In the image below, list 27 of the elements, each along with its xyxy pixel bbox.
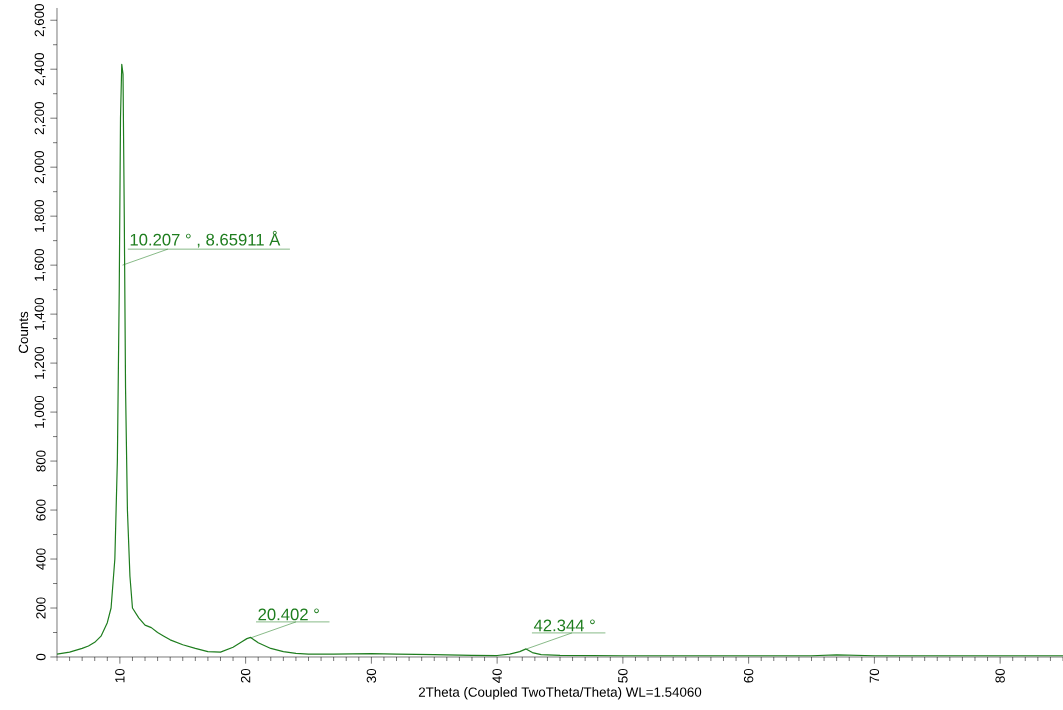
y-tick-label: 400 [36, 548, 46, 570]
x-tick-label: 60 [743, 668, 754, 683]
x-tick-label: 30 [366, 668, 377, 683]
y-tick-label: 800 [36, 450, 46, 472]
y-tick-label: 2,200 [34, 102, 46, 135]
y-tick-label: 200 [36, 597, 46, 619]
y-tick-label: 1,800 [34, 200, 46, 232]
y-tick-label: 1,200 [34, 346, 46, 379]
y-tick-label: 2,600 [34, 4, 46, 37]
y-tick-label: 1,600 [34, 248, 46, 281]
x-tick-label: 70 [869, 668, 880, 683]
x-tick-label: 20 [240, 668, 251, 683]
y-axis-title: Counts [18, 311, 29, 353]
x-axis-title: 2Theta (Coupled TwoTheta/Theta) WL=1.54060 [418, 687, 702, 700]
y-tick-label: 1,000 [34, 395, 46, 428]
y-tick-label: 1,400 [34, 297, 46, 330]
annotation: 20.402 ° [258, 608, 319, 621]
x-tick-label: 80 [995, 668, 1005, 683]
x-tick-label: 40 [492, 668, 502, 683]
x-tick-label: 10 [115, 668, 125, 683]
y-tick-label: 600 [36, 499, 46, 521]
y-tick-label: 0 [36, 653, 46, 661]
annotation: 10.207 ° , 8.65911 Å [130, 230, 281, 248]
x-tick-label: 50 [618, 668, 628, 683]
y-tick-label: 2,000 [34, 151, 46, 184]
y-tick-label: 2,400 [34, 53, 46, 86]
annotation: 42.344 ° [533, 619, 595, 632]
